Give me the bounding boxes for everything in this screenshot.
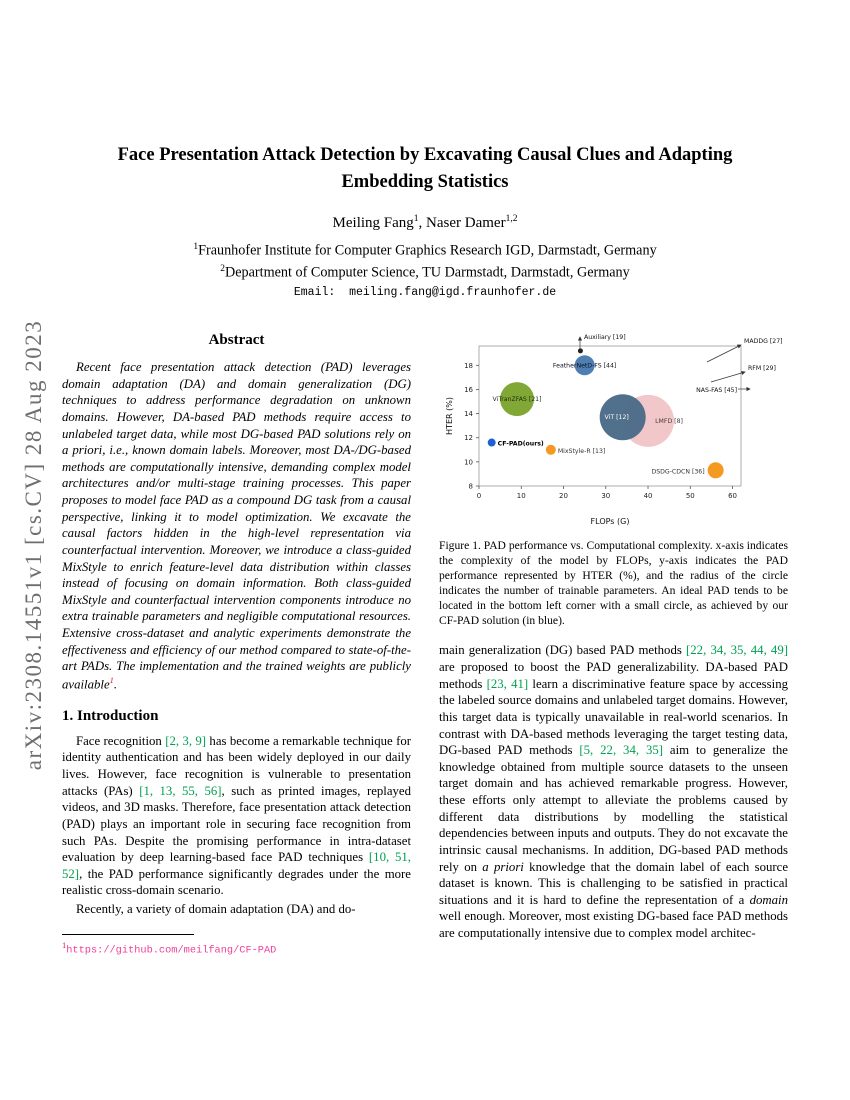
y-tick-label: 18 — [464, 362, 473, 370]
affil-1-text: Fraunhofer Institute for Computer Graphi… — [198, 242, 657, 259]
x-tick-label: 50 — [686, 492, 695, 500]
affiliation-2: 2Department of Computer Science, TU Darm… — [0, 262, 850, 284]
figure-1-caption: Figure 1. PAD performance vs. Computatio… — [439, 539, 788, 628]
footnote-text: 1https://github.com/meilfang/CF-PAD — [62, 940, 411, 957]
email-line: Email: meiling.fang@igd.fraunhofer.de — [0, 286, 850, 299]
citation-link[interactable]: [10, 51, 52] — [62, 850, 411, 881]
affiliation-1: 1Fraunhofer Institute for Computer Graph… — [0, 240, 850, 262]
affil-2-text: Department of Computer Science, TU Darms… — [224, 264, 630, 281]
intro-paragraph-1: Face recognition [2, 3, 9] has become a … — [62, 733, 412, 898]
x-tick-label: 0 — [477, 492, 481, 500]
authors-line: Meiling Fang1, Naser Damer1,2 — [0, 214, 850, 232]
two-column-body: Abstract Recent face presentation attack… — [62, 330, 788, 956]
chart-point-label: DSDG-CDCN [36] — [651, 468, 704, 475]
chart-bubble — [545, 444, 556, 455]
footnote-marker[interactable]: 1 — [62, 939, 67, 950]
abstract-paragraph: Recent face presentation attack detectio… — [62, 360, 411, 692]
chart-point-label: CF-PAD(ours) — [498, 441, 544, 448]
footnote-rule — [62, 933, 194, 935]
citation-link[interactable]: [22, 34, 35, 44, 49] — [686, 643, 788, 658]
chart-point-label: MixStyle-R [13] — [558, 448, 605, 455]
author-1: Meiling Fang — [332, 215, 414, 231]
y-tick-label: 12 — [464, 434, 473, 442]
arxiv-watermark: arXiv:2308.14551v1 [cs.CV] 28 Aug 2023 — [21, 319, 46, 771]
chart-point-label: ViTranZFAS [21] — [493, 396, 542, 403]
chart-annotation-label: NAS-FAS [45] — [696, 387, 737, 394]
chart-bubble — [577, 348, 583, 354]
affil-2-mark: 2 — [220, 264, 225, 275]
external-link[interactable]: https://github.com/meilfang/CF-PAD — [66, 944, 277, 957]
footnote-marker[interactable]: 1 — [109, 674, 114, 685]
author-2: Naser Damer — [426, 215, 506, 231]
y-tick-label: 16 — [464, 386, 473, 394]
chart-point-label: LMFD [8] — [655, 418, 683, 425]
x-axis-label: FLOPs (G) — [591, 517, 630, 526]
intro-paragraph-2: Recently, a variety of domain adaptation… — [76, 902, 356, 917]
figure-1: 8 10 12 14 16 18 0 10 20 30 40 50 60 HTER (%) FLOPs (G… — [439, 330, 788, 628]
text-segment: a priori — [482, 859, 524, 874]
y-tick-label: 10 — [464, 458, 473, 466]
email-label: Email: — [293, 286, 336, 299]
abstract-heading: Abstract — [208, 332, 265, 348]
footnote: 1https://github.com/meilfang/CF-PAD — [62, 933, 411, 957]
x-tick-label: 10 — [517, 492, 526, 500]
citation-link[interactable]: [23, 41] — [486, 676, 529, 691]
y-tick-label: 8 — [469, 483, 473, 491]
section-heading-introduction: 1. Introduction — [62, 707, 159, 724]
right-paragraph-1: main generalization (DG) based PAD metho… — [439, 643, 788, 940]
chart-annotation-label: MADDG [27] — [744, 338, 783, 345]
author-1-affil-mark: 1 — [413, 214, 419, 224]
chart-bubble — [487, 438, 496, 447]
chart-bubble — [599, 394, 646, 441]
chart-annotation-label: Auxiliary [19] — [584, 334, 626, 341]
x-tick-label: 20 — [559, 492, 568, 500]
right-column: 8 10 12 14 16 18 0 10 20 30 40 50 60 HTER (%) FLOPs (G… — [439, 330, 788, 956]
chart-annotation-label: RFM [29] — [748, 365, 776, 372]
left-column: Abstract Recent face presentation attack… — [62, 330, 411, 956]
paper-title: Face Presentation Attack Detection by Ex… — [117, 145, 733, 192]
y-tick-label: 14 — [464, 410, 473, 418]
text-segment: domain — [749, 892, 788, 907]
x-tick-label: 40 — [644, 492, 653, 500]
affiliations: 1Fraunhofer Institute for Computer Graph… — [0, 240, 850, 284]
author-separator: , — [418, 215, 427, 231]
chart-bubble — [707, 462, 724, 479]
chart-point-label: FeatherNetD-FS [44] — [553, 362, 616, 369]
citation-link[interactable]: [5, 22, 34, 35] — [579, 743, 664, 758]
chart-bubble — [574, 355, 595, 376]
email-address[interactable]: meiling.fang@igd.fraunhofer.de — [349, 286, 557, 299]
figure1-bubble-chart: 8 10 12 14 16 18 0 10 20 30 40 50 60 HTER (%) FLOPs (G… — [445, 334, 783, 526]
author-2-affil-mark: 1,2 — [505, 214, 518, 224]
y-axis-label: HTER (%) — [445, 397, 454, 435]
chart-bubble — [500, 382, 535, 417]
affil-1-mark: 1 — [193, 242, 199, 252]
chart-point-label: ViT [12] — [605, 414, 629, 421]
x-tick-label: 30 — [601, 492, 610, 500]
citation-link[interactable]: [2, 3, 9] — [165, 733, 207, 748]
x-tick-label: 60 — [728, 492, 737, 500]
citation-link[interactable]: [1, 13, 55, 56] — [139, 783, 222, 798]
